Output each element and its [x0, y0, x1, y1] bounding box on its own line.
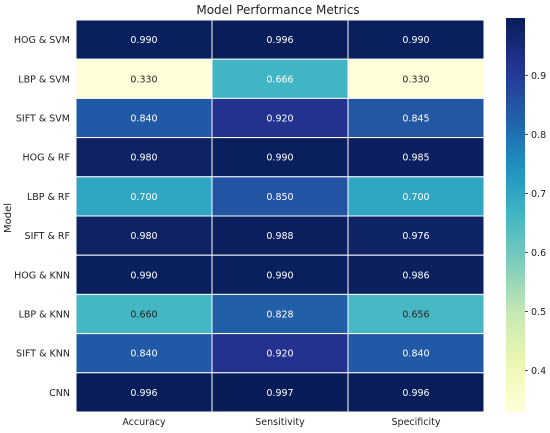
- row-tick-label: SIFT & SVM: [16, 114, 70, 125]
- cell-value-label: 0.986: [402, 270, 429, 281]
- column-tick-label: Sensitivity: [255, 417, 305, 428]
- cell-value-label: 0.700: [402, 192, 429, 203]
- heatmap-cell: [211, 215, 349, 256]
- cell-value-label: 0.840: [130, 349, 157, 360]
- row-tick-label: LBP & SVM: [18, 74, 70, 85]
- colorbar: 0.4 0.5 0.6 0.7 0.8 0.9: [506, 18, 546, 412]
- heatmap-cell: [75, 19, 213, 60]
- heatmap-cell: [75, 137, 213, 178]
- colorbar-tick-label: 0.5: [531, 307, 546, 318]
- heatmap-cell: [211, 293, 349, 335]
- colorbar-tick-label: 0.8: [531, 130, 546, 141]
- cell-value-label: 0.990: [402, 35, 429, 46]
- cell-value-label: 0.990: [130, 35, 157, 46]
- colorbar-tick-label: 0.7: [531, 189, 546, 200]
- cell-value-label: 0.985: [402, 153, 429, 164]
- heatmap-cell: [211, 19, 349, 60]
- heatmap-cell: [347, 137, 485, 178]
- cell-value-label: 0.980: [130, 153, 157, 164]
- heatmap-cell: [347, 293, 485, 335]
- colorbar-tick-label: 0.9: [531, 71, 546, 82]
- cell-value-label: 0.666: [266, 74, 293, 85]
- cell-value-label: 0.996: [266, 35, 293, 46]
- cell-value-label: 0.997: [266, 388, 293, 399]
- row-tick-label: HOG & SVM: [14, 35, 70, 46]
- chart-title: Model Performance Metrics: [196, 3, 359, 17]
- column-tick-labels: Accuracy Sensitivity Specificity: [122, 417, 441, 428]
- cell-value-label: 0.990: [130, 270, 157, 281]
- cell-value-label: 0.850: [266, 192, 293, 203]
- cell-value-label: 0.330: [402, 74, 429, 85]
- cell-value-label: 0.656: [402, 310, 429, 321]
- cell-value-label: 0.976: [402, 231, 429, 242]
- cell-value-label: 0.700: [130, 192, 157, 203]
- heatmap-cell: [75, 254, 213, 295]
- cell-value-label: 0.990: [266, 153, 293, 164]
- row-tick-labels: HOG & SVM LBP & SVM SIFT & SVM HOG & RF LBP …: [14, 35, 70, 399]
- cell-value-label: 0.996: [402, 388, 429, 399]
- heatmap-cell: [347, 333, 485, 374]
- cell-value-label: 0.845: [402, 114, 429, 125]
- row-tick-label: LBP & KNN: [19, 310, 70, 321]
- row-tick-label: CNN: [49, 388, 70, 399]
- heatmap-cell: [75, 333, 213, 374]
- heatmap-cell: [211, 254, 349, 295]
- cell-value-label: 0.840: [130, 114, 157, 125]
- row-tick-label: SIFT & RF: [25, 231, 70, 242]
- heatmap-cells: 0.990 0.996 0.990 0.330 0.666 0.330 0.840 0.920…: [75, 19, 485, 413]
- row-tick-label: HOG & KNN: [14, 270, 70, 281]
- colorbar-gradient: [506, 18, 525, 412]
- cell-value-label: 0.996: [130, 388, 157, 399]
- cell-value-label: 0.840: [402, 349, 429, 360]
- row-tick-label: SIFT & KNN: [16, 349, 70, 360]
- cell-value-label: 0.920: [266, 349, 293, 360]
- heatmap-cell: [211, 97, 349, 139]
- row-tick-label: HOG & RF: [23, 153, 71, 164]
- cell-value-label: 0.920: [266, 114, 293, 125]
- heatmap-cell: [75, 293, 213, 335]
- y-axis-label: Model: [3, 203, 14, 233]
- cell-value-label: 0.980: [130, 231, 157, 242]
- cell-value-label: 0.988: [266, 231, 293, 242]
- heatmap-cell: [347, 215, 485, 256]
- row-tick-label: LBP & RF: [27, 192, 70, 203]
- heatmap-cell: [75, 372, 213, 413]
- heatmap-cell: [347, 254, 485, 295]
- heatmap-cell: [347, 19, 485, 60]
- cell-value-label: 0.330: [130, 74, 157, 85]
- colorbar-tick-label: 0.6: [531, 248, 546, 259]
- cell-value-label: 0.828: [266, 310, 293, 321]
- column-tick-label: Specificity: [392, 417, 441, 428]
- heatmap-cell: [75, 215, 213, 256]
- column-tick-label: Accuracy: [122, 417, 166, 428]
- heatmap-cell: [211, 372, 349, 413]
- heatmap-cell: [211, 176, 349, 217]
- heatmap-cell: [347, 58, 485, 99]
- cell-value-label: 0.660: [130, 310, 157, 321]
- colorbar-tick-label: 0.4: [531, 366, 546, 377]
- heatmap-cell: [347, 372, 485, 413]
- cell-value-label: 0.990: [266, 270, 293, 281]
